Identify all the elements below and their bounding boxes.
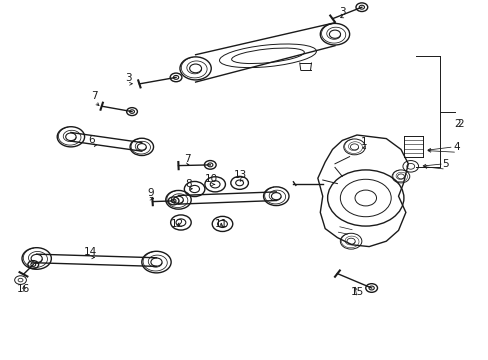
Text: 7: 7 [91, 91, 98, 102]
Text: 10: 10 [205, 174, 218, 184]
Text: 3: 3 [338, 6, 345, 17]
Text: 3: 3 [125, 73, 132, 84]
Text: 5: 5 [442, 159, 448, 169]
Text: 16: 16 [17, 284, 30, 294]
Text: 2: 2 [456, 119, 463, 129]
Text: 9: 9 [147, 188, 154, 198]
Text: 14: 14 [83, 247, 97, 257]
Text: 12: 12 [170, 219, 183, 229]
Text: 2: 2 [453, 119, 460, 129]
Text: 8: 8 [184, 179, 191, 189]
Text: 1: 1 [360, 137, 367, 147]
Text: 7: 7 [183, 154, 190, 164]
Text: 4: 4 [453, 142, 460, 152]
Text: 6: 6 [88, 135, 95, 145]
Text: 13: 13 [233, 170, 247, 180]
Text: 11: 11 [214, 219, 228, 229]
Text: 15: 15 [349, 287, 363, 297]
